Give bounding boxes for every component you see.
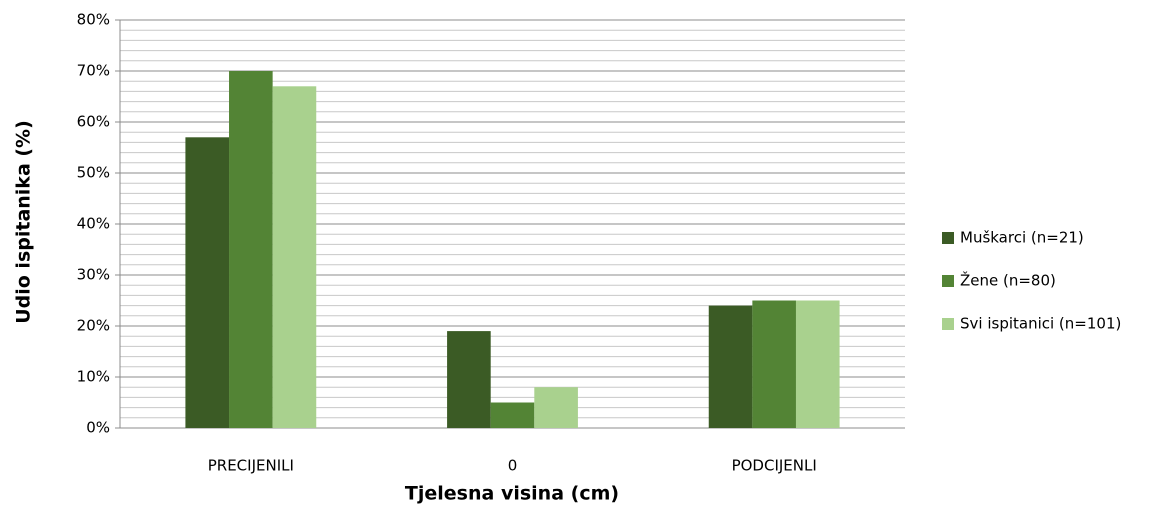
y-tick-label: 60%	[77, 113, 110, 131]
y-tick-label: 30%	[77, 266, 110, 284]
bar	[795, 300, 840, 428]
y-tick-label: 20%	[77, 317, 110, 335]
legend-swatch	[942, 318, 954, 330]
bar	[490, 402, 535, 428]
bar	[447, 331, 491, 428]
legend-label: Svi ispitanici (n=101)	[960, 315, 1121, 333]
y-tick-label: 0%	[86, 419, 110, 437]
y-axis-title: Udio ispitanika (%)	[13, 120, 35, 324]
legend-swatch	[942, 232, 954, 244]
y-tick-label: 50%	[77, 164, 110, 182]
bar	[752, 300, 796, 428]
y-tick-label: 10%	[77, 368, 110, 386]
bar	[185, 137, 230, 429]
bar	[534, 387, 578, 428]
legend-swatch	[942, 275, 954, 287]
bar	[708, 305, 753, 428]
y-tick-label: 70%	[77, 62, 110, 80]
bar	[272, 86, 317, 429]
x-axis-title: Tjelesna visina (cm)	[405, 483, 619, 505]
y-tick-label: 80%	[77, 11, 110, 29]
bar	[229, 71, 273, 428]
x-tick-label: PRECIJENILI	[208, 457, 294, 475]
x-tick-label: 0	[508, 457, 518, 475]
legend-label: Žene (n=80)	[960, 271, 1056, 290]
legend-label: Muškarci (n=21)	[960, 229, 1084, 247]
x-tick-label: PODCIJENLI	[732, 457, 817, 475]
y-tick-label: 40%	[77, 215, 110, 233]
